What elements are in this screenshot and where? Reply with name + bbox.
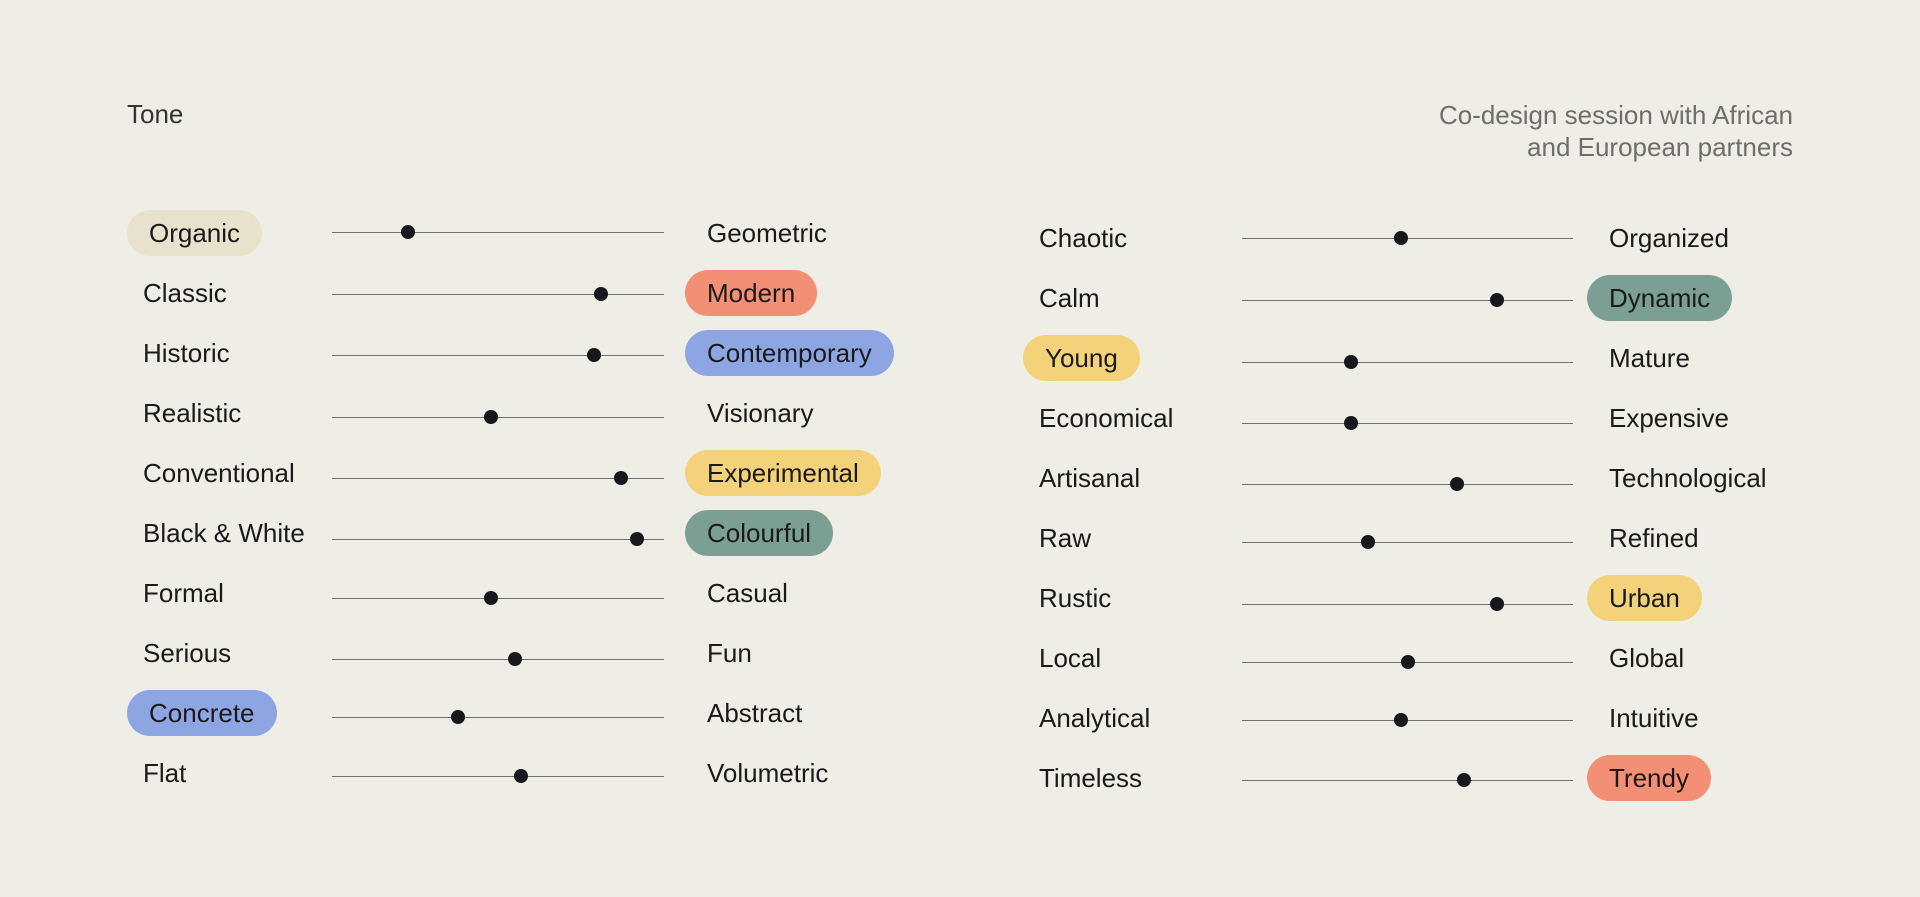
scale-left-label: Formal	[143, 578, 224, 608]
scale-knob[interactable]	[451, 710, 466, 724]
scale-left-label: Young	[1023, 335, 1140, 381]
scale-knob[interactable]	[613, 471, 628, 485]
scale-track[interactable]	[332, 532, 664, 546]
scale-left-label: Timeless	[1039, 763, 1143, 793]
scale-right-label: Abstract	[707, 698, 803, 728]
scale-right-label: Geometric	[707, 218, 827, 248]
scale-knob[interactable]	[1456, 773, 1471, 787]
scale-left-label: Conventional	[143, 458, 295, 488]
scale-track[interactable]	[332, 652, 664, 666]
scale-right-label: Global	[1609, 643, 1685, 673]
scale-left-label: Rustic	[1039, 583, 1112, 613]
session-subtitle: Co-design session with African and Europ…	[1439, 99, 1793, 163]
scale-right-label: Organized	[1609, 223, 1729, 253]
scale-knob[interactable]	[507, 652, 522, 666]
scale-track[interactable]	[1242, 535, 1573, 549]
scale-left-label: Black & White	[143, 518, 305, 548]
scale-right-label: Dynamic	[1587, 275, 1733, 321]
scale-right-label: Fun	[707, 638, 752, 668]
scale-knob[interactable]	[1393, 231, 1408, 245]
scale-knob[interactable]	[1489, 293, 1504, 307]
scale-left-label: Analytical	[1039, 703, 1151, 733]
scale-left-label: Flat	[143, 758, 187, 788]
scale-track[interactable]	[332, 471, 664, 485]
scale-track[interactable]	[1242, 773, 1573, 787]
scale-knob[interactable]	[1344, 355, 1359, 369]
subtitle-line-1: Co-design session with African	[1438, 100, 1793, 130]
scale-right-label: Contemporary	[685, 330, 894, 376]
scale-knob[interactable]	[587, 348, 602, 362]
scale-right-label: Casual	[707, 578, 788, 608]
scale-left-label: Historic	[143, 338, 230, 368]
scale-right-label: Expensive	[1609, 403, 1729, 433]
scale-right-label: Modern	[685, 270, 818, 316]
scale-left-label: Organic	[127, 210, 263, 256]
scale-track[interactable]	[1242, 355, 1573, 369]
scale-left-label: Artisanal	[1039, 463, 1141, 493]
scale-track[interactable]	[332, 287, 664, 301]
scale-left-label: Chaotic	[1039, 223, 1128, 253]
scale-track[interactable]	[332, 225, 664, 239]
scale-right-label: Colourful	[685, 510, 834, 556]
scale-knob[interactable]	[401, 225, 416, 239]
scale-left-label: Serious	[143, 638, 232, 668]
scale-track[interactable]	[332, 710, 664, 724]
scale-left-label: Calm	[1039, 283, 1100, 313]
scale-left-label: Raw	[1039, 523, 1092, 553]
scale-knob[interactable]	[1344, 416, 1359, 430]
scale-track[interactable]	[1242, 477, 1573, 491]
scale-knob[interactable]	[484, 591, 499, 605]
scale-knob[interactable]	[1489, 597, 1504, 611]
scale-right-label: Visionary	[707, 398, 814, 428]
scale-right-label: Intuitive	[1609, 703, 1699, 733]
scale-track[interactable]	[332, 348, 664, 362]
scale-knob[interactable]	[514, 769, 529, 783]
subtitle-line-2: and European partners	[1527, 132, 1793, 162]
scale-track[interactable]	[332, 591, 664, 605]
scale-left-label: Classic	[143, 278, 227, 308]
scale-right-label: Urban	[1587, 575, 1702, 621]
scale-right-label: Refined	[1609, 523, 1699, 553]
scale-left-label: Realistic	[143, 398, 242, 428]
scale-knob[interactable]	[1393, 713, 1408, 727]
scale-track[interactable]	[332, 769, 664, 783]
scale-track[interactable]	[1242, 655, 1573, 669]
scale-right-label: Technological	[1609, 463, 1767, 493]
scale-track[interactable]	[332, 410, 664, 424]
scale-right-label: Experimental	[685, 450, 881, 496]
scale-knob[interactable]	[484, 410, 499, 424]
scale-left-label: Economical	[1039, 403, 1174, 433]
scale-left-label: Concrete	[127, 690, 277, 736]
scale-knob[interactable]	[630, 532, 645, 546]
scale-knob[interactable]	[1360, 535, 1375, 549]
scale-right-label: Trendy	[1587, 755, 1711, 801]
scale-knob[interactable]	[1450, 477, 1465, 491]
scale-right-label: Volumetric	[707, 758, 829, 788]
scale-knob[interactable]	[593, 287, 608, 301]
scale-track[interactable]	[1242, 416, 1573, 430]
scale-track[interactable]	[1242, 293, 1573, 307]
scale-right-label: Mature	[1609, 343, 1690, 373]
scale-knob[interactable]	[1400, 655, 1415, 669]
scale-left-label: Local	[1039, 643, 1102, 673]
scale-track[interactable]	[1242, 231, 1573, 245]
scale-track[interactable]	[1242, 597, 1573, 611]
page-title: Tone	[127, 99, 184, 129]
scale-track[interactable]	[1242, 713, 1573, 727]
